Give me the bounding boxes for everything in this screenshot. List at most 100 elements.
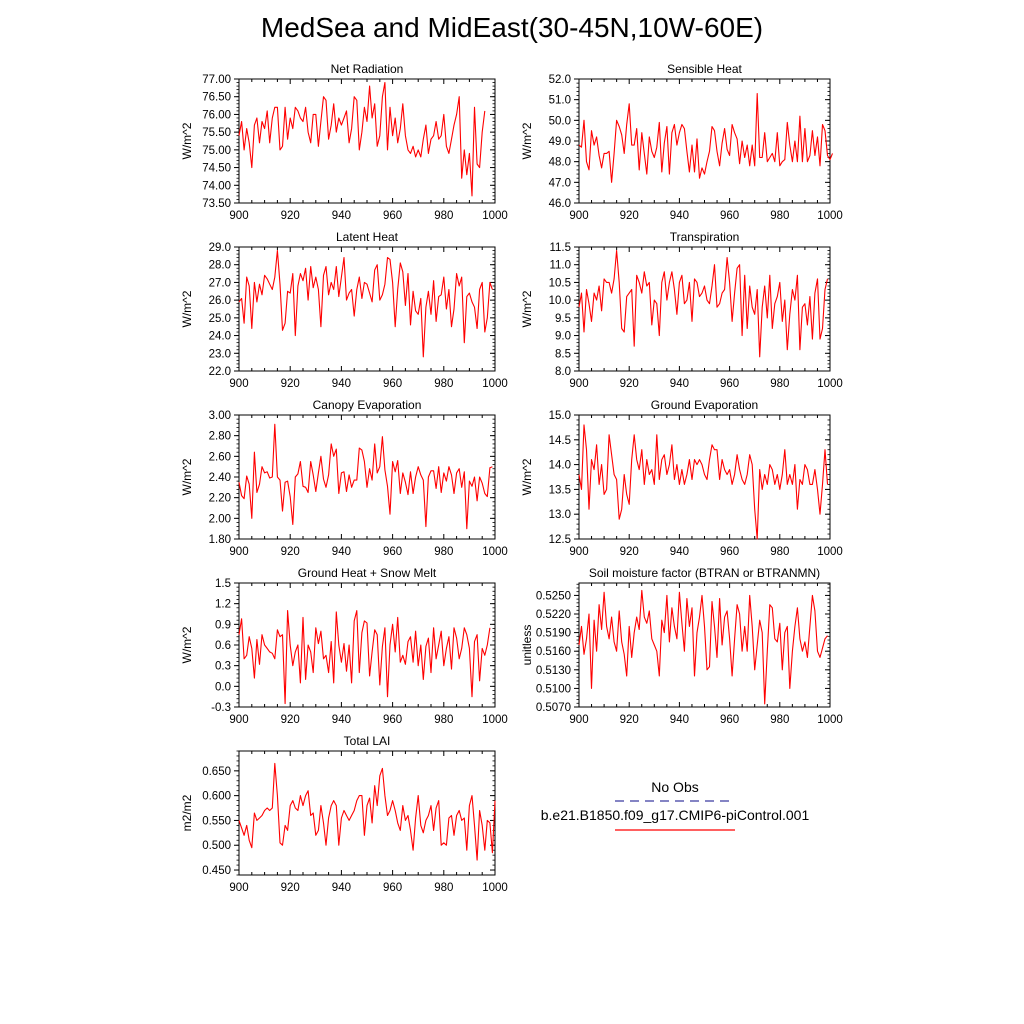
x-tick-label: 900 bbox=[229, 546, 248, 558]
y-tick-label: 48.0 bbox=[549, 157, 571, 169]
series-line bbox=[238, 610, 491, 705]
x-tick-label: 980 bbox=[434, 546, 453, 558]
x-tick-label: 900 bbox=[569, 546, 588, 558]
chart-panel-2: Sensible Heat W/m^2 900 920 940 960 980 1000 46.… bbox=[520, 62, 843, 222]
y-tick-label: 2.60 bbox=[209, 451, 231, 463]
chart-panel-3: Latent Heat W/m^2 900 920 940 960 980 1000 22.0 2… bbox=[180, 230, 508, 390]
y-tick-label: 74.50 bbox=[202, 163, 231, 175]
chart-panel-1: Net Radiation W/m^2 900 920 940 960 980 1000 73.… bbox=[180, 62, 508, 222]
x-tick-label: 920 bbox=[281, 546, 300, 558]
chart-title: Transpiration bbox=[670, 230, 740, 244]
series-line bbox=[238, 423, 493, 530]
chart-panel-5: Canopy Evaporation W/m^2 900 920 940 960 980 10… bbox=[180, 398, 508, 558]
x-tick-label: 980 bbox=[770, 210, 789, 222]
series-line bbox=[238, 249, 493, 358]
x-tick-label: 900 bbox=[229, 714, 248, 726]
legend-obs-label: No Obs bbox=[651, 779, 698, 795]
y-axis-label: W/m^2 bbox=[180, 626, 194, 663]
x-tick-label: 960 bbox=[383, 546, 402, 558]
y-tick-label: -0.3 bbox=[211, 702, 231, 714]
x-tick-label: 980 bbox=[434, 378, 453, 390]
x-tick-label: 980 bbox=[434, 882, 453, 894]
x-tick-label: 940 bbox=[670, 714, 689, 726]
x-tick-label: 900 bbox=[569, 714, 588, 726]
plot-frame bbox=[238, 582, 496, 708]
y-tick-label: 0.450 bbox=[202, 865, 231, 877]
x-tick-label: 940 bbox=[332, 210, 351, 222]
y-tick-label: 0.9 bbox=[215, 619, 231, 631]
x-tick-label: 940 bbox=[670, 378, 689, 390]
y-tick-label: 0.5130 bbox=[536, 665, 571, 677]
x-tick-label: 940 bbox=[670, 210, 689, 222]
chart-title: Ground Evaporation bbox=[651, 398, 758, 412]
x-tick-label: 960 bbox=[383, 714, 402, 726]
x-tick-label: 940 bbox=[332, 378, 351, 390]
y-tick-label: 27.0 bbox=[209, 277, 231, 289]
figure-title: MedSea and MidEast(30-45N,10W-60E) bbox=[260, 12, 764, 43]
x-tick-label: 1000 bbox=[482, 714, 508, 726]
y-tick-label: 25.0 bbox=[209, 313, 231, 325]
chart-title: Soil moisture factor (BTRAN or BTRANMN) bbox=[589, 566, 820, 580]
y-tick-label: 75.00 bbox=[202, 145, 231, 157]
series-line bbox=[578, 589, 828, 705]
y-tick-label: 13.5 bbox=[549, 484, 571, 496]
x-tick-label: 900 bbox=[229, 882, 248, 894]
x-tick-label: 980 bbox=[434, 210, 453, 222]
y-tick-label: 28.0 bbox=[209, 260, 231, 272]
series-line bbox=[578, 424, 829, 540]
y-tick-label: 22.0 bbox=[209, 366, 231, 378]
y-axis-label: W/m^2 bbox=[180, 290, 194, 327]
chart-panel-8: Soil moisture factor (BTRAN or BTRANMN) u… bbox=[520, 566, 843, 726]
y-tick-label: 0.3 bbox=[215, 661, 231, 673]
y-tick-label: 14.5 bbox=[549, 435, 571, 447]
y-axis-label: W/m^2 bbox=[520, 458, 534, 495]
y-tick-label: 47.0 bbox=[549, 177, 571, 189]
y-tick-label: 9.5 bbox=[555, 313, 571, 325]
y-tick-label: 29.0 bbox=[209, 242, 231, 254]
x-tick-label: 1000 bbox=[482, 882, 508, 894]
y-tick-label: 3.00 bbox=[209, 410, 231, 422]
y-axis-label: m2/m2 bbox=[180, 794, 194, 831]
x-tick-label: 960 bbox=[720, 546, 739, 558]
y-axis-label: unitless bbox=[520, 625, 534, 666]
x-tick-label: 940 bbox=[332, 882, 351, 894]
y-tick-label: 0.5100 bbox=[536, 683, 571, 695]
y-tick-label: 1.2 bbox=[215, 599, 231, 611]
x-tick-label: 1000 bbox=[817, 714, 843, 726]
chart-panel-9: Total LAI m2/m2 900 920 940 960 980 1000 0.450 0.… bbox=[180, 734, 508, 894]
y-tick-label: 0.650 bbox=[202, 766, 231, 778]
y-tick-label: 0.5160 bbox=[536, 646, 571, 658]
y-tick-label: 0.5250 bbox=[536, 590, 571, 602]
chart-panel-4: Transpiration W/m^2 900 920 940 960 980 1000 8.0… bbox=[520, 230, 843, 390]
y-tick-label: 26.0 bbox=[209, 295, 231, 307]
x-tick-label: 980 bbox=[770, 714, 789, 726]
x-tick-label: 980 bbox=[770, 378, 789, 390]
x-tick-label: 920 bbox=[620, 546, 639, 558]
legend: No Obs b.e21.B1850.f09_g17.CMIP6-piContro… bbox=[541, 779, 810, 831]
y-tick-label: 50.0 bbox=[549, 115, 571, 127]
y-axis-label: W/m^2 bbox=[520, 290, 534, 327]
chart-panel-6: Ground Evaporation W/m^2 900 920 940 960 980 10… bbox=[520, 398, 843, 558]
legend-model-label: b.e21.B1850.f09_g17.CMIP6-piControl.001 bbox=[541, 807, 810, 823]
x-tick-label: 900 bbox=[569, 210, 588, 222]
y-tick-label: 8.0 bbox=[555, 366, 571, 378]
x-tick-label: 1000 bbox=[482, 378, 508, 390]
x-tick-label: 920 bbox=[281, 882, 300, 894]
plot-frame bbox=[238, 246, 496, 372]
x-tick-label: 1000 bbox=[482, 546, 508, 558]
y-tick-label: 77.00 bbox=[202, 74, 231, 86]
y-tick-label: 2.00 bbox=[209, 513, 231, 525]
x-tick-label: 920 bbox=[281, 378, 300, 390]
x-tick-label: 900 bbox=[229, 378, 248, 390]
x-tick-label: 960 bbox=[383, 378, 402, 390]
y-tick-label: 0.6 bbox=[215, 640, 231, 652]
y-tick-label: 76.50 bbox=[202, 92, 231, 104]
x-tick-label: 1000 bbox=[817, 546, 843, 558]
y-tick-label: 2.80 bbox=[209, 431, 231, 443]
x-tick-label: 960 bbox=[720, 210, 739, 222]
y-tick-label: 0.600 bbox=[202, 791, 231, 803]
x-tick-label: 960 bbox=[720, 714, 739, 726]
y-tick-label: 0.500 bbox=[202, 840, 231, 852]
